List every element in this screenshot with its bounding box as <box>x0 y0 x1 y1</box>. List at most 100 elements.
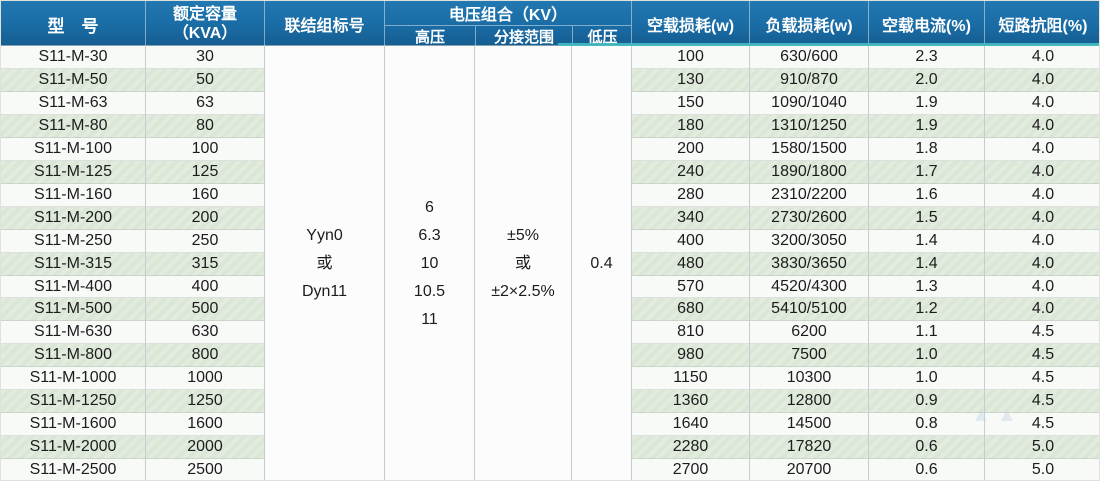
load-loss-cell: 3200/3050 <box>750 229 868 253</box>
no-load-loss-cell: 400 <box>632 229 749 253</box>
impedance-cell: 4.0 <box>985 137 1099 161</box>
capacity-cell: 30 <box>146 46 264 69</box>
capacity-cell: 250 <box>146 229 264 253</box>
header-rated-capacity-line1: 额定容量 <box>172 6 237 23</box>
column-model: S11-M-30 S11-M-50 S11-M-63 S11-M-80 S11-M-10… <box>1 46 145 480</box>
no-load-current-cell: 0.6 <box>869 459 984 480</box>
model-cell: S11-M-30 <box>1 46 145 69</box>
no-load-current-cell: 1.9 <box>869 91 984 115</box>
capacity-cell: 80 <box>146 114 264 138</box>
no-load-current-cell: 1.4 <box>869 229 984 253</box>
load-loss-cell: 14500 <box>750 413 868 437</box>
vector-group-line: 或 <box>316 255 333 272</box>
load-loss-cell: 1090/1040 <box>750 91 868 115</box>
capacity-cell: 63 <box>146 91 264 115</box>
no-load-loss-cell: 810 <box>632 321 749 345</box>
high-voltage-line: 6.3 <box>418 227 441 244</box>
impedance-cell: 4.0 <box>985 229 1099 253</box>
model-cell: S11-M-2500 <box>1 459 145 480</box>
high-voltage-line: 11 <box>421 311 438 328</box>
column-no-load-current: 2.3 2.0 1.9 1.9 1.8 1.7 1.6 1.5 1.4 1.4 1.3 1.2 1.1 1… <box>868 46 984 480</box>
load-loss-cell: 2310/2200 <box>750 183 868 207</box>
no-load-loss-cell: 1360 <box>632 390 749 414</box>
no-load-current-cell: 2.3 <box>869 46 984 69</box>
no-load-current-cell: 1.5 <box>869 206 984 230</box>
capacity-cell: 500 <box>146 298 264 322</box>
load-loss-cell: 4520/4300 <box>750 275 868 299</box>
no-load-loss-cell: 980 <box>632 344 749 368</box>
no-load-loss-cell: 570 <box>632 275 749 299</box>
header-high-voltage: 高压 <box>414 29 445 46</box>
impedance-cell: 4.5 <box>985 367 1099 391</box>
impedance-cell: 4.0 <box>985 183 1099 207</box>
model-cell: S11-M-315 <box>1 252 145 276</box>
header-voltage-subrow: 高压 分接范围 低压 <box>385 26 631 47</box>
load-loss-cell: 17820 <box>750 436 868 460</box>
capacity-cell: 315 <box>146 252 264 276</box>
model-cell: S11-M-2000 <box>1 436 145 460</box>
table-header: 型 号 额定容量 （KVA） 联结组标号 电压组合（KV） 高压 分接范围 低压… <box>1 1 1099 47</box>
no-load-loss-cell: 1640 <box>632 413 749 437</box>
impedance-cell: 4.5 <box>985 390 1099 414</box>
model-cell: S11-M-50 <box>1 68 145 92</box>
no-load-current-cell: 1.8 <box>869 137 984 161</box>
load-loss-cell: 1580/1500 <box>750 137 868 161</box>
header-vector-group: 联结组标号 <box>264 1 384 47</box>
tap-range-line: ±5% <box>507 227 539 244</box>
no-load-loss-cell: 280 <box>632 183 749 207</box>
impedance-cell: 4.0 <box>985 68 1099 92</box>
impedance-cell: 4.0 <box>985 275 1099 299</box>
impedance-cell: 5.0 <box>985 436 1099 460</box>
vector-group-line: Yyn0 <box>306 227 343 244</box>
capacity-cell: 2000 <box>146 436 264 460</box>
model-cell: S11-M-160 <box>1 183 145 207</box>
load-loss-cell: 7500 <box>750 344 868 368</box>
column-impedance: 4.0 4.0 4.0 4.0 4.0 4.0 4.0 4.0 4.0 4.0 4.0 4.0 4.5 4… <box>984 46 1099 480</box>
header-impedance: 短路抗阻(%) <box>984 1 1099 47</box>
model-cell: S11-M-63 <box>1 91 145 115</box>
column-load-loss: 630/600 910/870 1090/1040 1310/1250 1580/150… <box>749 46 868 480</box>
capacity-cell: 1600 <box>146 413 264 437</box>
no-load-loss-cell: 680 <box>632 298 749 322</box>
tap-range-line: ±2×2.5% <box>491 283 555 300</box>
load-loss-cell: 20700 <box>750 459 868 480</box>
header-no-load-current: 空载电流(%) <box>868 1 984 47</box>
header-model: 型 号 <box>47 16 99 36</box>
load-loss-cell: 3830/3650 <box>750 252 868 276</box>
no-load-current-cell: 0.8 <box>869 413 984 437</box>
high-voltage-line: 10.5 <box>413 283 446 300</box>
header-rated-capacity-line2: （KVA） <box>172 25 238 42</box>
impedance-cell: 4.0 <box>985 206 1099 230</box>
capacity-cell: 800 <box>146 344 264 368</box>
header-rated-capacity: 额定容量 （KVA） <box>145 1 264 47</box>
header-low-voltage: 低压 <box>572 26 632 47</box>
load-loss-cell: 1310/1250 <box>750 114 868 138</box>
impedance-cell: 5.0 <box>985 459 1099 480</box>
model-cell: S11-M-1000 <box>1 367 145 391</box>
vector-group-line: Dyn11 <box>301 283 348 300</box>
model-cell: S11-M-200 <box>1 206 145 230</box>
impedance-cell: 4.0 <box>985 114 1099 138</box>
low-voltage-merged-cell: 0.4 <box>571 46 631 480</box>
load-loss-cell: 2730/2600 <box>750 206 868 230</box>
no-load-loss-cell: 130 <box>632 68 749 92</box>
column-capacity: 30 50 63 80 100 125 160 200 250 315 400 500 630 800 10… <box>145 46 264 480</box>
model-cell: S11-M-100 <box>1 137 145 161</box>
no-load-current-cell: 0.6 <box>869 436 984 460</box>
no-load-loss-cell: 480 <box>632 252 749 276</box>
load-loss-cell: 1890/1800 <box>750 160 868 184</box>
no-load-loss-cell: 340 <box>632 206 749 230</box>
capacity-cell: 125 <box>146 160 264 184</box>
model-cell: S11-M-1600 <box>1 413 145 437</box>
load-loss-cell: 10300 <box>750 367 868 391</box>
model-cell: S11-M-250 <box>1 229 145 253</box>
no-load-loss-cell: 2280 <box>632 436 749 460</box>
tap-range-line: 或 <box>514 255 531 272</box>
high-voltage-line: 10 <box>420 255 439 272</box>
load-loss-cell: 6200 <box>750 321 868 345</box>
impedance-cell: 4.5 <box>985 321 1099 345</box>
capacity-cell: 1250 <box>146 390 264 414</box>
no-load-current-cell: 1.0 <box>869 367 984 391</box>
no-load-current-cell: 1.3 <box>869 275 984 299</box>
